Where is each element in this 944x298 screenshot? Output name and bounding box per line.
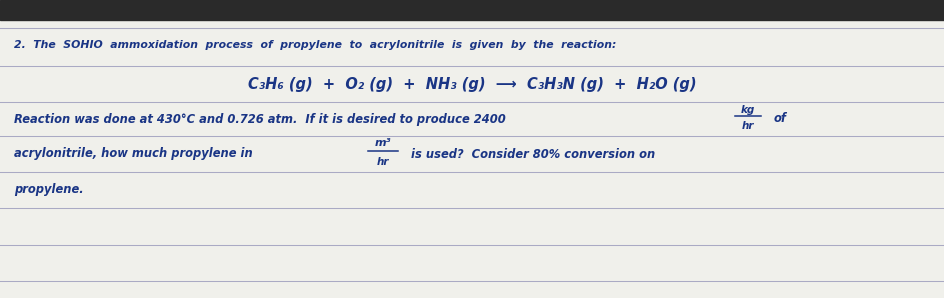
Bar [0, 0, 944, 20]
Text: m³: m³ [375, 138, 391, 148]
Text: Reaction was done at 430°C and 0.726 atm.  If it is desired to produce 2400: Reaction was done at 430°C and 0.726 atm… [14, 113, 505, 125]
Text: acrylonitrile, how much propylene in: acrylonitrile, how much propylene in [14, 148, 252, 161]
Text: hr: hr [741, 121, 753, 131]
Text: kg: kg [740, 105, 754, 115]
Text: 2.  The  SOHIO  ammoxidation  process  of  propylene  to  acrylonitrile  is  giv: 2. The SOHIO ammoxidation process of pro… [14, 40, 615, 50]
Text: is used?  Consider 80% conversion on: is used? Consider 80% conversion on [411, 148, 654, 161]
Text: C₃H₆ (g)  +  O₂ (g)  +  NH₃ (g)  ⟶  C₃H₃N (g)  +  H₂O (g): C₃H₆ (g) + O₂ (g) + NH₃ (g) ⟶ C₃H₃N (g) … [247, 77, 696, 91]
Text: hr: hr [377, 157, 389, 167]
Text: of: of [773, 113, 786, 125]
Text: propylene.: propylene. [14, 184, 83, 196]
